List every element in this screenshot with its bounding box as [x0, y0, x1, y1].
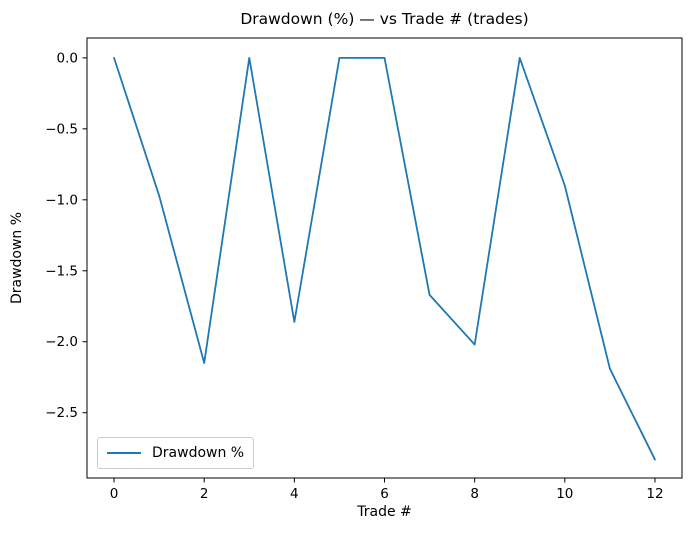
x-tick-label: 2 — [200, 486, 209, 502]
chart-title: Drawdown (%) — vs Trade # (trades) — [240, 10, 529, 28]
x-tick-label: 10 — [556, 486, 573, 502]
drawdown-line — [113, 56, 656, 461]
x-tick-label: 4 — [290, 486, 299, 502]
y-tick-label: −1.5 — [45, 263, 78, 279]
x-tick-label: 8 — [470, 486, 479, 502]
x-axis-label: Trade # — [357, 504, 412, 520]
y-tick-label: −0.5 — [45, 121, 78, 137]
y-tick-label: −1.0 — [45, 192, 78, 208]
y-tick-label: 0.0 — [57, 50, 78, 66]
legend: Drawdown % — [97, 437, 255, 469]
y-tick-label: −2.5 — [45, 405, 78, 421]
x-tick-label: 0 — [110, 486, 119, 502]
x-tick-label: 12 — [646, 486, 663, 502]
legend-line-sample — [107, 452, 141, 454]
x-tick-label: 6 — [380, 486, 389, 502]
legend-label: Drawdown % — [152, 445, 245, 461]
y-tick-label: −2.0 — [45, 334, 78, 350]
